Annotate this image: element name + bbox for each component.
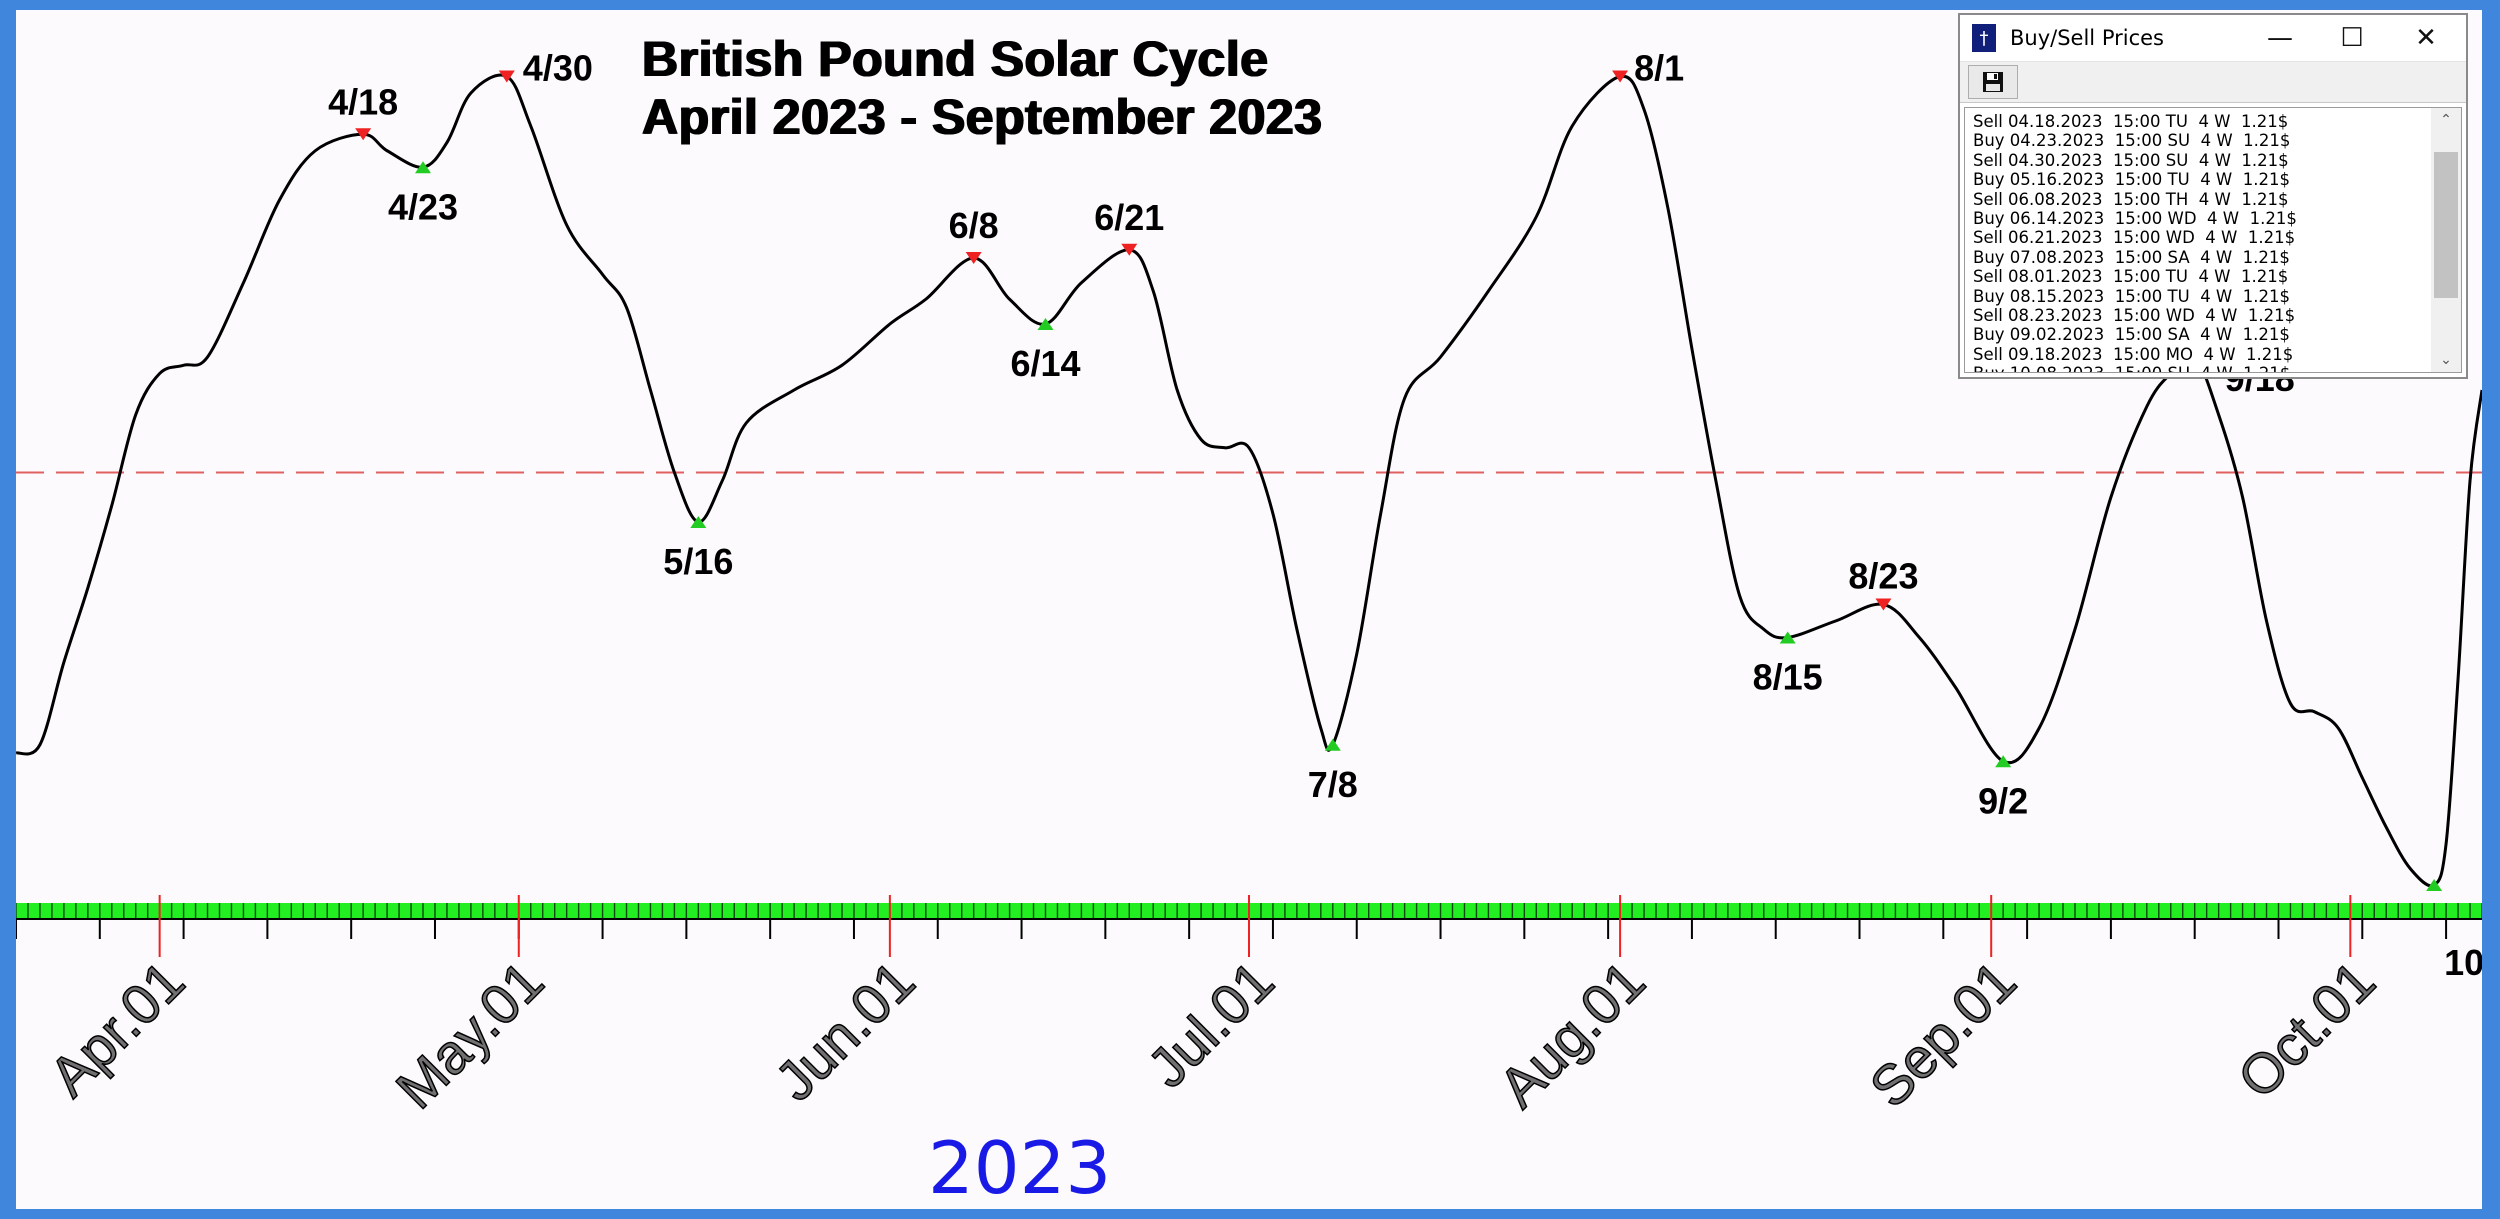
x-tick-label: Apr.01	[37, 949, 196, 1108]
sell-marker	[355, 128, 372, 141]
turning-point-label: 4/30	[523, 48, 593, 89]
scroll-up-icon[interactable]: ⌃	[2440, 112, 2452, 128]
list-item[interactable]: Sell 09.18.2023 15:00 MO 4 W 1.21$	[1973, 344, 2294, 364]
list-item[interactable]: Buy 09.02.2023 15:00 SA 4 W 1.21$	[1973, 325, 2290, 345]
turning-point-label: 8/15	[1753, 657, 1823, 698]
turning-point-label: 10/8	[2444, 942, 2482, 983]
list-item[interactable]: Buy 10.08.2023 15:00 SU 4 W 1.21$	[1973, 364, 2423, 372]
close-button[interactable]: ✕	[2415, 23, 2437, 53]
chart-frame: Apr.01 May.01 Jun.01 Jul.01 Aug.01 Sep.01 Oct.…	[16, 10, 2482, 1209]
prices-list[interactable]: Sell 04.18.2023 15:00 TU 4 W 1.21$ Buy 04…	[1964, 107, 2462, 373]
list-item[interactable]: Sell 08.23.2023 15:00 WD 4 W 1.21$	[1973, 306, 2296, 326]
list-item[interactable]: Buy 07.08.2023 15:00 SA 4 W 1.21$	[1973, 247, 2290, 267]
year-label: 2023	[928, 1126, 1112, 1209]
chart-title-line-1: British Pound Solar Cycle	[642, 31, 1269, 87]
turning-point-label: 4/23	[388, 186, 458, 227]
list-scrollbar[interactable]: ⌃ ⌄	[2431, 108, 2461, 372]
buy-marker	[1995, 755, 2012, 768]
sell-marker	[1612, 70, 1629, 83]
list-item[interactable]: Sell 06.08.2023 15:00 TH 4 W 1.21$	[1973, 189, 2289, 209]
list-item[interactable]: Buy 05.16.2023 15:00 TU 4 W 1.21$	[1973, 170, 2290, 190]
turning-point-label: 6/8	[949, 205, 999, 246]
turning-point-label: 7/8	[1308, 764, 1358, 805]
buy-marker	[1779, 631, 1796, 644]
turning-point-label: 8/23	[1848, 556, 1918, 597]
app-icon: †	[1972, 24, 1996, 52]
scroll-down-icon[interactable]: ⌄	[2440, 352, 2452, 368]
window-toolbar	[1960, 62, 2466, 103]
x-tick-label: Oct.01	[2226, 949, 2387, 1110]
turning-point-label: 9/2	[1978, 780, 2028, 821]
sell-marker	[1121, 243, 1138, 256]
list-item[interactable]: Sell 04.18.2023 15:00 TU 4 W 1.21$	[1973, 112, 2289, 131]
buy-marker	[690, 516, 707, 528]
buy-sell-prices-window: † Buy/Sell Prices — ☐ ✕ Sell 04.18.2023 …	[1958, 13, 2468, 379]
turning-point-label: 8/1	[1634, 48, 1684, 89]
x-tick-label: Jul.01	[1135, 949, 1285, 1099]
list-item[interactable]: Sell 06.21.2023 15:00 WD 4 W 1.21$	[1973, 228, 2296, 248]
sell-marker	[498, 70, 515, 83]
list-item[interactable]: Buy 06.14.2023 15:00 WD 4 W 1.21$	[1973, 209, 2297, 229]
maximize-button[interactable]: ☐	[2340, 23, 2364, 53]
sell-marker	[965, 252, 982, 264]
turning-point-label: 4/18	[328, 81, 398, 122]
x-tick-label: Jun.01	[763, 949, 926, 1112]
turning-point-label: 5/16	[663, 541, 733, 582]
buy-marker	[2426, 879, 2443, 891]
turning-point-label: 6/14	[1010, 343, 1080, 384]
window-title: Buy/Sell Prices	[2010, 26, 2164, 50]
x-tick-label: Sep.01	[1858, 949, 2028, 1119]
sell-marker	[1875, 598, 1892, 611]
prices-list-items: Sell 04.18.2023 15:00 TU 4 W 1.21$ Buy 04…	[1973, 112, 2423, 372]
list-item[interactable]: Sell 08.01.2023 15:00 TU 4 W 1.21$	[1973, 267, 2289, 287]
chart-canvas: Apr.01 May.01 Jun.01 Jul.01 Aug.01 Sep.01 Oct.…	[16, 48, 2482, 1121]
save-button[interactable]	[1968, 65, 2018, 99]
buy-marker	[415, 161, 432, 174]
minimize-button[interactable]: —	[2267, 23, 2293, 53]
scroll-thumb[interactable]	[2434, 152, 2458, 298]
buy-marker	[1037, 318, 1054, 330]
x-tick-label: May.01	[384, 949, 555, 1120]
x-tick-label: Aug.01	[1487, 949, 1657, 1119]
list-item[interactable]: Buy 04.23.2023 15:00 SU 4 W 1.21$	[1973, 131, 2291, 151]
window-titlebar[interactable]: † Buy/Sell Prices — ☐ ✕	[1960, 15, 2466, 62]
buy-marker	[1324, 738, 1341, 751]
floppy-disk-icon	[1983, 72, 2003, 92]
list-item[interactable]: Buy 08.15.2023 15:00 TU 4 W 1.21$	[1973, 286, 2290, 306]
turning-point-label: 6/21	[1094, 197, 1164, 238]
list-item[interactable]: Sell 04.30.2023 15:00 SU 4 W 1.21$	[1973, 150, 2289, 170]
chart-title-line-2: April 2023 - September 2023	[642, 89, 1323, 145]
